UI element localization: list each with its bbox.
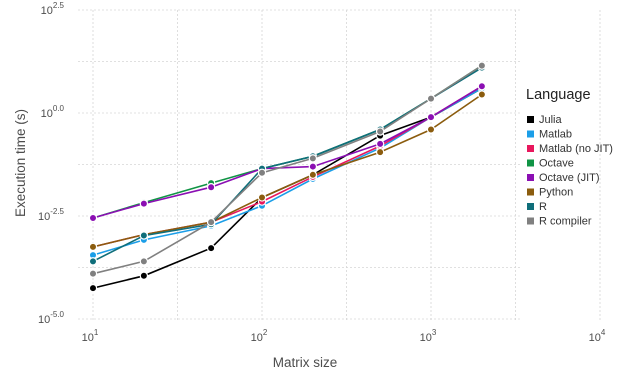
series-julia xyxy=(88,84,487,293)
legend-label: Python xyxy=(539,187,573,199)
data-point xyxy=(308,162,318,171)
data-point xyxy=(308,170,318,180)
series-line xyxy=(92,93,483,248)
legend-title: Language xyxy=(526,87,591,103)
x-tick-label: 104 xyxy=(589,328,606,344)
series-r-compiler xyxy=(88,61,487,278)
series-matlab-no-jit xyxy=(88,82,487,252)
legend-label: Octave (JIT) xyxy=(539,172,600,184)
data-point xyxy=(477,90,487,99)
data-point xyxy=(426,112,436,122)
tick-labels: 101 102 103 104 10-5.0 10-2.5 100.0 102.5 xyxy=(38,1,606,344)
legend-items: Julia Matlab Matlab (no JIT) Octave Octave (… xyxy=(527,114,613,228)
x-axis-title: Matrix size xyxy=(273,355,338,370)
data-point xyxy=(308,154,318,163)
grid-lines xyxy=(78,9,601,320)
legend-swatch xyxy=(527,217,534,225)
data-point xyxy=(426,94,436,103)
data-point xyxy=(426,125,436,134)
series-octave-jit xyxy=(88,82,487,223)
data-point xyxy=(375,127,385,136)
data-point xyxy=(139,199,149,208)
data-point xyxy=(88,269,98,278)
y-axis-title: Execution time (s) xyxy=(13,109,28,217)
x-tick-label: 101 xyxy=(82,328,99,344)
legend-label: Julia xyxy=(539,114,563,126)
legend-label: Matlab xyxy=(539,129,572,141)
series-matlab xyxy=(88,84,487,260)
legend-label: R compiler xyxy=(539,216,592,228)
data-point xyxy=(375,139,385,149)
legend: Language Julia Matlab Matlab (no JIT) Octav… xyxy=(526,87,613,228)
legend-swatch xyxy=(527,159,534,167)
data-point xyxy=(257,168,267,177)
data-point xyxy=(88,242,98,252)
data-point xyxy=(477,82,487,91)
data-point xyxy=(257,193,267,202)
legend-swatch xyxy=(527,130,534,138)
series-line xyxy=(92,64,483,275)
legend-swatch xyxy=(527,188,534,196)
data-point xyxy=(477,61,487,70)
data-point xyxy=(88,283,98,293)
data-point xyxy=(375,147,385,157)
series-line xyxy=(92,64,483,219)
data-point xyxy=(139,257,149,266)
data-point xyxy=(88,257,98,266)
legend-label: Octave xyxy=(539,158,574,170)
data-point xyxy=(139,231,149,240)
series-octave xyxy=(88,61,487,223)
y-tick-label: 102.5 xyxy=(41,1,65,17)
y-tick-label: 100.0 xyxy=(41,104,65,120)
data-point xyxy=(139,271,149,280)
y-tick-label: 10-5.0 xyxy=(38,310,65,326)
legend-swatch xyxy=(527,116,534,123)
legend-label: Matlab (no JIT) xyxy=(539,143,613,155)
data-point xyxy=(88,213,98,223)
x-tick-label: 102 xyxy=(251,328,268,344)
data-point xyxy=(206,243,216,253)
series-line xyxy=(92,85,483,219)
legend-swatch xyxy=(527,174,534,181)
series-layer xyxy=(88,61,487,293)
series-python xyxy=(88,90,487,252)
series-line xyxy=(92,85,483,248)
data-point xyxy=(206,183,216,192)
series-line xyxy=(92,87,483,289)
x-tick-label: 103 xyxy=(420,328,437,344)
legend-label: R xyxy=(539,201,547,213)
legend-swatch xyxy=(527,145,534,152)
y-tick-label: 10-2.5 xyxy=(38,207,65,223)
data-point xyxy=(206,217,216,227)
legend-swatch xyxy=(527,203,534,210)
